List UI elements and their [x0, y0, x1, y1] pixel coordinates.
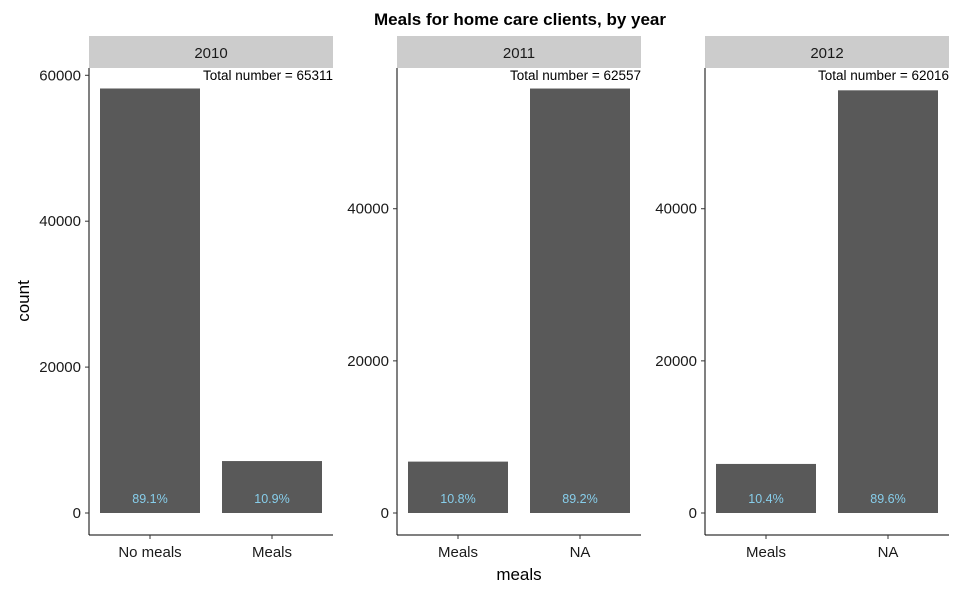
percent-label: 89.2%: [562, 492, 597, 506]
y-tick-label: 0: [73, 505, 81, 522]
y-tick-label: 40000: [347, 201, 389, 218]
bar: [716, 463, 816, 513]
chart-panels: 2010 0 20000 40000 60000 No meals 89.1% Meals 10…: [39, 36, 949, 561]
bar: [838, 90, 938, 514]
y-tick-label: 40000: [655, 201, 697, 218]
y-tick-label: 0: [381, 505, 389, 522]
y-tick-label: 20000: [347, 353, 389, 370]
percent-label: 10.9%: [254, 492, 289, 506]
y-tick-label: 60000: [39, 67, 81, 84]
y-tick-label: 40000: [39, 213, 81, 230]
total-number-label: Total number = 62016: [818, 68, 949, 83]
percent-label: 89.6%: [870, 492, 905, 506]
x-tick-label: NA: [878, 544, 899, 561]
bar: [408, 461, 508, 513]
facet-strip-label: 2012: [810, 45, 843, 62]
x-tick-label: Meals: [438, 544, 478, 561]
panel-2010: 2010 0 20000 40000 60000 No meals 89.1% Meals 10…: [39, 36, 333, 561]
facet-strip: [705, 36, 949, 68]
bar: [100, 88, 200, 513]
x-tick-label: Meals: [252, 544, 292, 561]
x-axis-title: meals: [496, 565, 541, 584]
bar: [530, 88, 630, 513]
percent-label: 10.8%: [440, 492, 475, 506]
y-tick-label: 20000: [39, 359, 81, 376]
percent-label: 89.1%: [132, 492, 167, 506]
bar: [222, 461, 322, 513]
y-axis-title: count: [14, 280, 33, 322]
x-tick-label: Meals: [746, 544, 786, 561]
facet-strip: [89, 36, 333, 68]
panel-2011: 2011 0 20000 40000 Meals 10.8% NA 89.2% Total nu…: [347, 36, 641, 561]
x-tick-label: No meals: [118, 544, 181, 561]
facet-strip-label: 2010: [194, 45, 227, 62]
y-tick-label: 0: [689, 505, 697, 522]
chart-title: Meals for home care clients, by year: [374, 10, 666, 29]
total-number-label: Total number = 65311: [203, 68, 333, 83]
panel-2012: 2012 0 20000 40000 Meals 10.4% NA 89.6% Total nu…: [655, 36, 949, 561]
facet-strip-label: 2011: [503, 45, 535, 62]
facet-strip: [397, 36, 641, 68]
y-tick-label: 20000: [655, 353, 697, 370]
total-number-label: Total number = 62557: [510, 68, 641, 83]
x-tick-label: NA: [570, 544, 591, 561]
percent-label: 10.4%: [748, 492, 783, 506]
